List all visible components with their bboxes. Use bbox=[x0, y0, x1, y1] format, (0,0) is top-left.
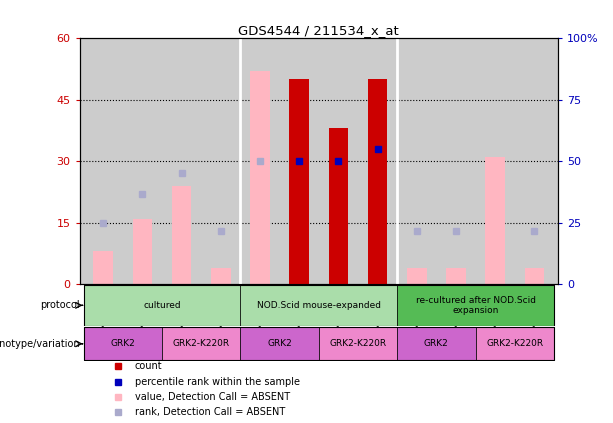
Bar bbox=[397, 285, 554, 326]
Bar bbox=[240, 327, 319, 360]
Bar bbox=[240, 285, 397, 326]
Bar bbox=[446, 268, 466, 284]
Bar bbox=[368, 79, 387, 284]
Bar bbox=[485, 157, 505, 284]
Text: GRK2-K220R: GRK2-K220R bbox=[329, 339, 387, 348]
Text: cultured: cultured bbox=[143, 301, 181, 310]
Text: value, Detection Call = ABSENT: value, Detection Call = ABSENT bbox=[135, 393, 290, 402]
Bar bbox=[476, 327, 554, 360]
Text: percentile rank within the sample: percentile rank within the sample bbox=[135, 377, 300, 387]
Text: protocol: protocol bbox=[40, 300, 80, 310]
Bar bbox=[525, 268, 544, 284]
Bar bbox=[250, 71, 270, 284]
Bar bbox=[211, 268, 230, 284]
Bar bbox=[397, 327, 476, 360]
Bar bbox=[407, 268, 427, 284]
Text: count: count bbox=[135, 361, 162, 371]
Text: GRK2: GRK2 bbox=[110, 339, 135, 348]
Bar bbox=[172, 186, 191, 284]
Text: genotype/variation: genotype/variation bbox=[0, 339, 80, 349]
Text: NOD.Scid mouse-expanded: NOD.Scid mouse-expanded bbox=[257, 301, 381, 310]
Bar bbox=[132, 219, 152, 284]
Bar bbox=[93, 251, 113, 284]
Title: GDS4544 / 211534_x_at: GDS4544 / 211534_x_at bbox=[238, 24, 399, 37]
Text: GRK2-K220R: GRK2-K220R bbox=[486, 339, 543, 348]
Text: GRK2-K220R: GRK2-K220R bbox=[173, 339, 230, 348]
Text: rank, Detection Call = ABSENT: rank, Detection Call = ABSENT bbox=[135, 407, 285, 418]
Bar bbox=[83, 327, 162, 360]
Text: GRK2: GRK2 bbox=[424, 339, 449, 348]
Text: re-cultured after NOD.Scid
expansion: re-cultured after NOD.Scid expansion bbox=[416, 296, 536, 315]
Text: GRK2: GRK2 bbox=[267, 339, 292, 348]
Bar bbox=[329, 128, 348, 284]
Bar bbox=[83, 285, 240, 326]
Bar bbox=[162, 327, 240, 360]
Bar bbox=[289, 79, 309, 284]
Bar bbox=[319, 327, 397, 360]
